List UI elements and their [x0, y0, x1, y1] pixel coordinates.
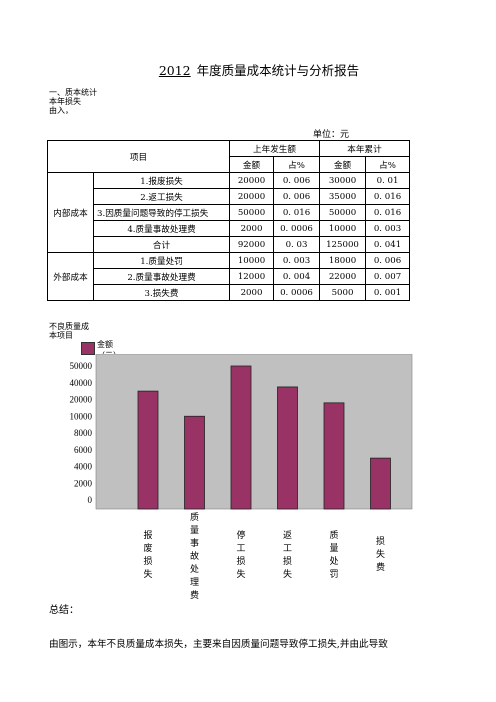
table-row: 3.损失费 2000 0. 0006 5000 0. 001: [48, 284, 410, 301]
prev-pct: 0. 03: [273, 236, 320, 253]
row-name: 2.质量事故处理费: [93, 268, 230, 285]
external-label: 外部成本: [47, 252, 94, 301]
y-tick-label: 6000: [74, 445, 93, 455]
unit-label: 单位：元: [313, 130, 350, 140]
prev-amount: 20000: [229, 188, 274, 205]
prev-pct: 0. 003: [273, 252, 320, 269]
bar-返工损失: [277, 386, 298, 510]
y-tick-label: 10000: [70, 411, 93, 421]
cur-amount: 22000: [319, 268, 366, 285]
prev-amount: 12000: [229, 268, 274, 285]
prev-pct: 0. 0006: [273, 284, 320, 301]
y-tick-label: 20000: [70, 395, 93, 405]
x-tick-label: 报废损失: [143, 531, 153, 580]
x-tick-label: 损失费: [375, 537, 385, 573]
cur-pct: 0. 006: [365, 252, 410, 269]
sub-amount: 金额: [319, 156, 366, 173]
bar-质量事故处理费: [184, 415, 205, 510]
y-tick-label: 2000: [74, 478, 93, 488]
section-heading: 一、质本统计 本年损失 由入，: [49, 88, 99, 115]
cur-pct: 0. 001: [365, 284, 410, 301]
internal-label: 内部成本: [47, 172, 94, 253]
row-name: 3.因质量问题导致的停工损失: [93, 204, 230, 221]
prev-amount: 20000: [229, 172, 274, 189]
y-tick-label: 40000: [70, 378, 93, 388]
y-tick-label: 4000: [74, 462, 93, 472]
sub-pct: 占%: [365, 156, 410, 173]
title-text: 年度质量成本统计与分析报告: [196, 63, 360, 78]
cur-pct: 0. 041: [365, 236, 410, 253]
x-tick-label: 质量处罚: [329, 531, 339, 580]
legend-swatch: [81, 342, 95, 355]
table-row: 外部成本 1.质量处罚 10000 0. 003 18000 0. 006: [47, 252, 410, 301]
cur-amount: 30000: [319, 172, 366, 189]
prev-pct: 0. 006: [273, 188, 320, 205]
table-row: 2.返工损失 20000 0. 006 35000 0. 016: [48, 188, 410, 205]
table-row: 2.质量事故处理费 12000 0. 004 22000 0. 007: [48, 268, 410, 285]
section1-sub2: 由入，: [49, 106, 73, 115]
cur-pct: 0. 016: [365, 204, 410, 221]
sub-amount: 金额: [229, 156, 274, 173]
cur-pct: 0. 007: [365, 268, 410, 285]
prev-amount: 2000: [229, 284, 274, 301]
y-tick-label: 8000: [74, 428, 93, 438]
prev-pct: 0. 0006: [273, 220, 320, 237]
table-row: 内部成本 1.报废损失 20000 0. 006 30000 0. 01: [47, 172, 410, 253]
summary-text: 由图示，本年不良质量成本损失，主要来自因质量问题导致停工损失,并由此导致: [49, 639, 388, 650]
prev-amount: 10000: [229, 252, 274, 269]
prev-pct: 0. 006: [273, 172, 320, 189]
bar-报废损失: [137, 390, 159, 510]
bar-停工损失: [230, 365, 252, 510]
prev-amount: 2000: [229, 220, 274, 237]
table-row: 4.质量事故处理费 2000 0. 0006 10000 0. 003: [48, 220, 410, 237]
prev-pct: 0. 004: [273, 268, 320, 285]
title-year: 2012: [158, 63, 191, 78]
bar-损失费: [370, 457, 391, 510]
row-name: 2.返工损失: [93, 188, 230, 205]
bar-质量处罚: [323, 402, 345, 510]
header-item: 项目: [47, 140, 230, 173]
y-tick-label: 50000: [70, 361, 93, 371]
cur-amount: 125000: [319, 236, 366, 253]
section1-label: 一、质本统计: [49, 88, 97, 97]
cur-amount: 5000: [319, 284, 366, 301]
header-cur: 本年累计: [319, 140, 410, 157]
page-title: 2012 年度质量成本统计与分析报告: [0, 60, 496, 79]
row-name: 1.质量处罚: [93, 252, 230, 269]
cur-amount: 50000: [319, 204, 366, 221]
sub-pct: 占%: [273, 156, 320, 173]
cur-pct: 0. 003: [365, 220, 410, 237]
x-tick-label: 返工损失: [282, 531, 292, 580]
cur-amount: 35000: [319, 188, 366, 205]
prev-pct: 0. 016: [273, 204, 320, 221]
chart-title: 不良质量成本项目: [49, 322, 89, 340]
row-name: 1.报废损失: [93, 172, 230, 189]
cur-amount: 18000: [319, 252, 366, 269]
summary-heading: 总结：: [49, 605, 79, 616]
prev-amount: 92000: [229, 236, 274, 253]
table-row: 3.因质量问题导致的停工损失 50000 0. 016 50000 0. 016: [48, 204, 410, 221]
y-tick-label: 0: [88, 495, 93, 505]
cost-table: 项目 上年发生额 本年累计 金额 占% 金额 占% 内部成本 1.报废损失 20…: [47, 140, 410, 301]
cur-pct: 0. 016: [365, 188, 410, 205]
subtotal-name: 合计: [93, 236, 230, 253]
row-name: 4.质量事故处理费: [93, 220, 230, 237]
row-name: 3.损失费: [93, 284, 230, 301]
table-subheader-row: 金额 占% 金额 占%: [48, 156, 410, 173]
x-tick-label: 停工损失: [236, 531, 246, 580]
x-tick-label: 质量事故处理费: [189, 513, 199, 601]
table-header-row: 项目 上年发生额 本年累计: [47, 140, 410, 173]
cur-pct: 0. 01: [365, 172, 410, 189]
cur-amount: 10000: [319, 220, 366, 237]
prev-amount: 50000: [229, 204, 274, 221]
header-prev: 上年发生额: [229, 140, 320, 157]
section1-sub: 本年损失: [49, 97, 81, 106]
table-subtotal-row: 合计 92000 0. 03 125000 0. 041: [48, 236, 410, 253]
